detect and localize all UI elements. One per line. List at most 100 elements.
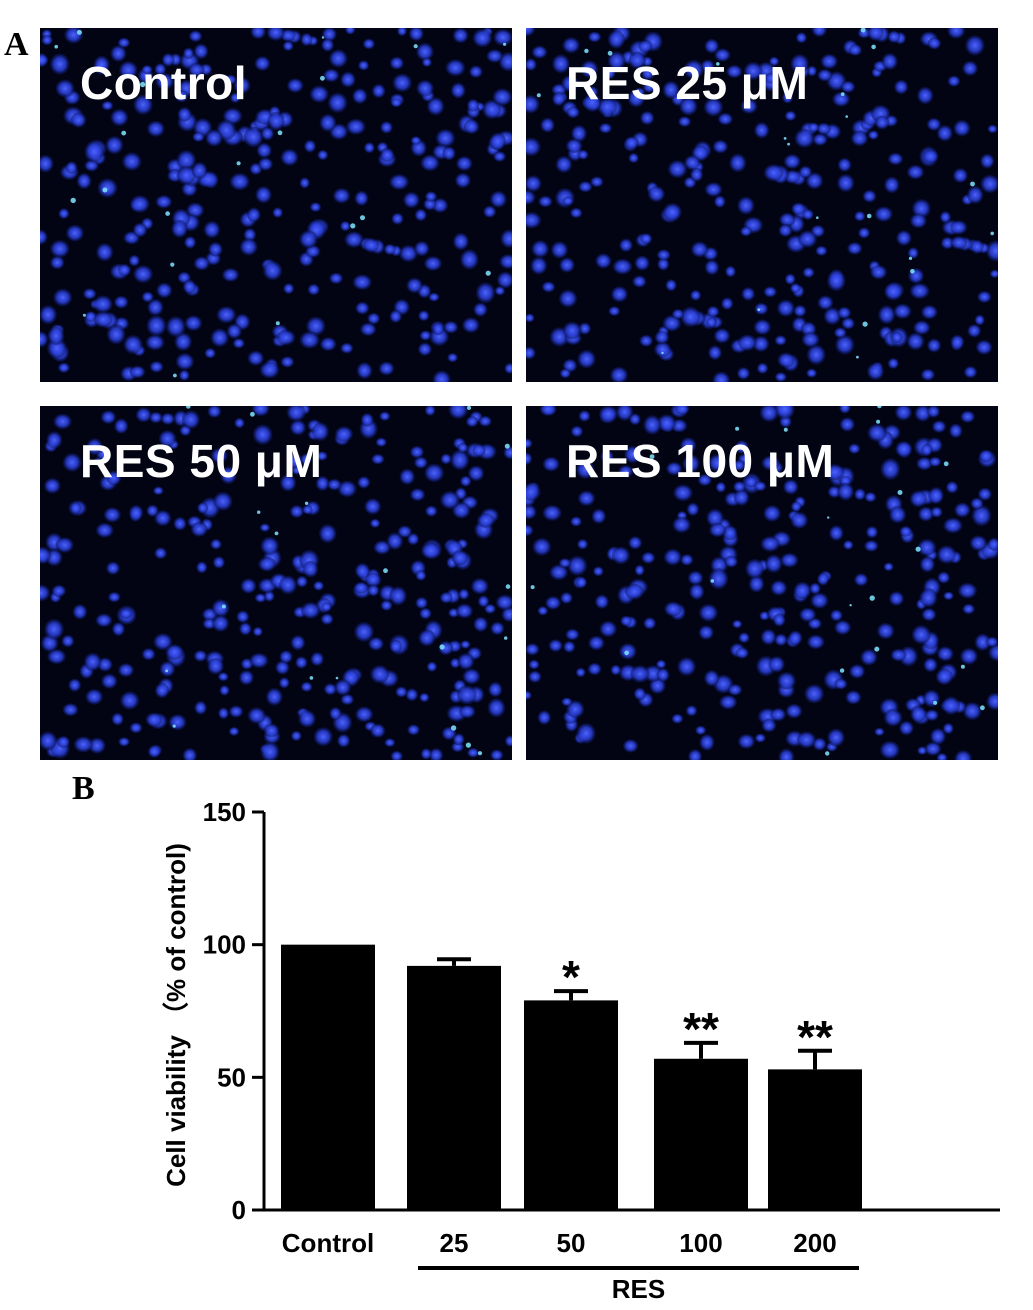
cell-nucleus <box>251 406 270 417</box>
cell-nucleus <box>194 700 207 715</box>
bright-spot <box>536 93 541 98</box>
cell-nucleus <box>854 573 869 587</box>
cell-nucleus <box>937 646 954 662</box>
cell-nucleus <box>834 620 852 635</box>
cell-nucleus <box>526 313 535 323</box>
cell-nucleus <box>640 111 655 125</box>
bright-spot <box>915 546 921 552</box>
cell-nucleus <box>503 446 512 460</box>
cell-nucleus <box>191 162 208 179</box>
cell-nucleus <box>628 152 639 164</box>
bright-spot <box>505 584 511 589</box>
cell-nucleus <box>595 253 612 269</box>
cell-nucleus <box>154 63 167 76</box>
cell-nucleus <box>184 315 203 331</box>
cell-nucleus <box>489 132 506 151</box>
cell-nucleus <box>806 65 817 77</box>
cell-nucleus <box>691 241 709 258</box>
cell-nucleus <box>770 708 786 722</box>
cell-nucleus <box>266 28 285 41</box>
cell-nucleus <box>313 580 324 591</box>
cell-nucleus <box>812 737 827 751</box>
cell-nucleus <box>467 98 480 112</box>
cell-nucleus <box>971 505 992 527</box>
cell-nucleus <box>117 263 132 277</box>
cell-nucleus <box>380 147 395 162</box>
cell-nucleus <box>477 595 490 608</box>
cell-nucleus <box>770 580 787 596</box>
cell-nucleus <box>44 618 64 640</box>
cell-nucleus <box>559 368 571 379</box>
cell-nucleus <box>493 29 512 46</box>
cell-nucleus <box>364 572 382 587</box>
cell-nucleus <box>607 51 626 71</box>
cell-nucleus <box>526 190 536 205</box>
cell-nucleus <box>704 38 719 54</box>
bright-spot <box>649 454 655 459</box>
cell-nucleus <box>313 727 333 747</box>
cell-nucleus <box>604 67 616 80</box>
cell-nucleus <box>798 230 818 248</box>
cell-nucleus <box>587 662 602 676</box>
cell-nucleus <box>258 157 273 171</box>
cell-nucleus <box>610 664 622 676</box>
cell-nucleus <box>397 28 407 37</box>
cell-nucleus <box>950 334 965 350</box>
cell-nucleus <box>440 491 460 509</box>
cell-nucleus <box>179 369 190 381</box>
cell-nucleus <box>65 161 78 174</box>
cell-nucleus <box>708 345 722 361</box>
cell-nucleus <box>537 710 551 725</box>
cell-nucleus <box>389 309 402 323</box>
cell-nucleus <box>634 564 645 576</box>
cell-nucleus <box>50 53 70 75</box>
bright-spot <box>504 636 508 640</box>
cell-nucleus <box>448 406 468 419</box>
cell-nucleus <box>426 661 438 672</box>
cell-nucleus <box>782 91 793 104</box>
cell-nucleus <box>260 126 275 141</box>
cell-nucleus <box>72 604 88 620</box>
cell-nucleus <box>278 677 290 689</box>
cell-nucleus <box>889 591 904 606</box>
cell-nucleus <box>834 327 847 339</box>
cell-nucleus <box>677 657 696 676</box>
cell-nucleus <box>793 581 812 599</box>
cell-nucleus <box>367 312 381 325</box>
cell-nucleus <box>450 449 470 471</box>
cell-nucleus <box>155 195 173 209</box>
cell-nucleus <box>738 632 750 644</box>
x-tick-label: 100 <box>679 1228 722 1258</box>
cell-nucleus <box>499 254 512 269</box>
cell-nucleus <box>835 334 855 355</box>
cell-nucleus <box>397 525 413 538</box>
cell-nucleus <box>809 582 821 595</box>
cell-nucleus <box>414 456 428 469</box>
cell-nucleus <box>440 453 452 465</box>
cell-nucleus <box>337 733 351 748</box>
cell-nucleus <box>778 223 793 237</box>
cell-nucleus <box>598 406 618 422</box>
cell-nucleus <box>647 186 665 202</box>
cell-nucleus <box>793 304 807 317</box>
cell-nucleus <box>526 452 533 465</box>
cell-nucleus <box>467 747 480 758</box>
cell-nucleus <box>355 301 370 315</box>
cell-nucleus <box>299 230 318 249</box>
cell-nucleus <box>753 319 772 335</box>
cell-nucleus <box>680 437 697 454</box>
micrograph-res-100: RES 100 μM <box>526 406 998 760</box>
cell-nucleus <box>854 211 866 222</box>
bright-spot <box>816 216 819 219</box>
cell-nucleus <box>843 540 854 550</box>
cell-nucleus <box>153 486 164 495</box>
cell-nucleus <box>405 688 419 702</box>
bright-spot <box>856 355 859 359</box>
cell-nucleus <box>858 227 871 239</box>
cell-nucleus <box>909 490 927 508</box>
bright-spot <box>869 595 875 601</box>
cell-nucleus <box>176 165 196 185</box>
cell-nucleus <box>839 406 851 414</box>
cell-nucleus <box>962 603 975 615</box>
cell-nucleus <box>118 737 130 747</box>
